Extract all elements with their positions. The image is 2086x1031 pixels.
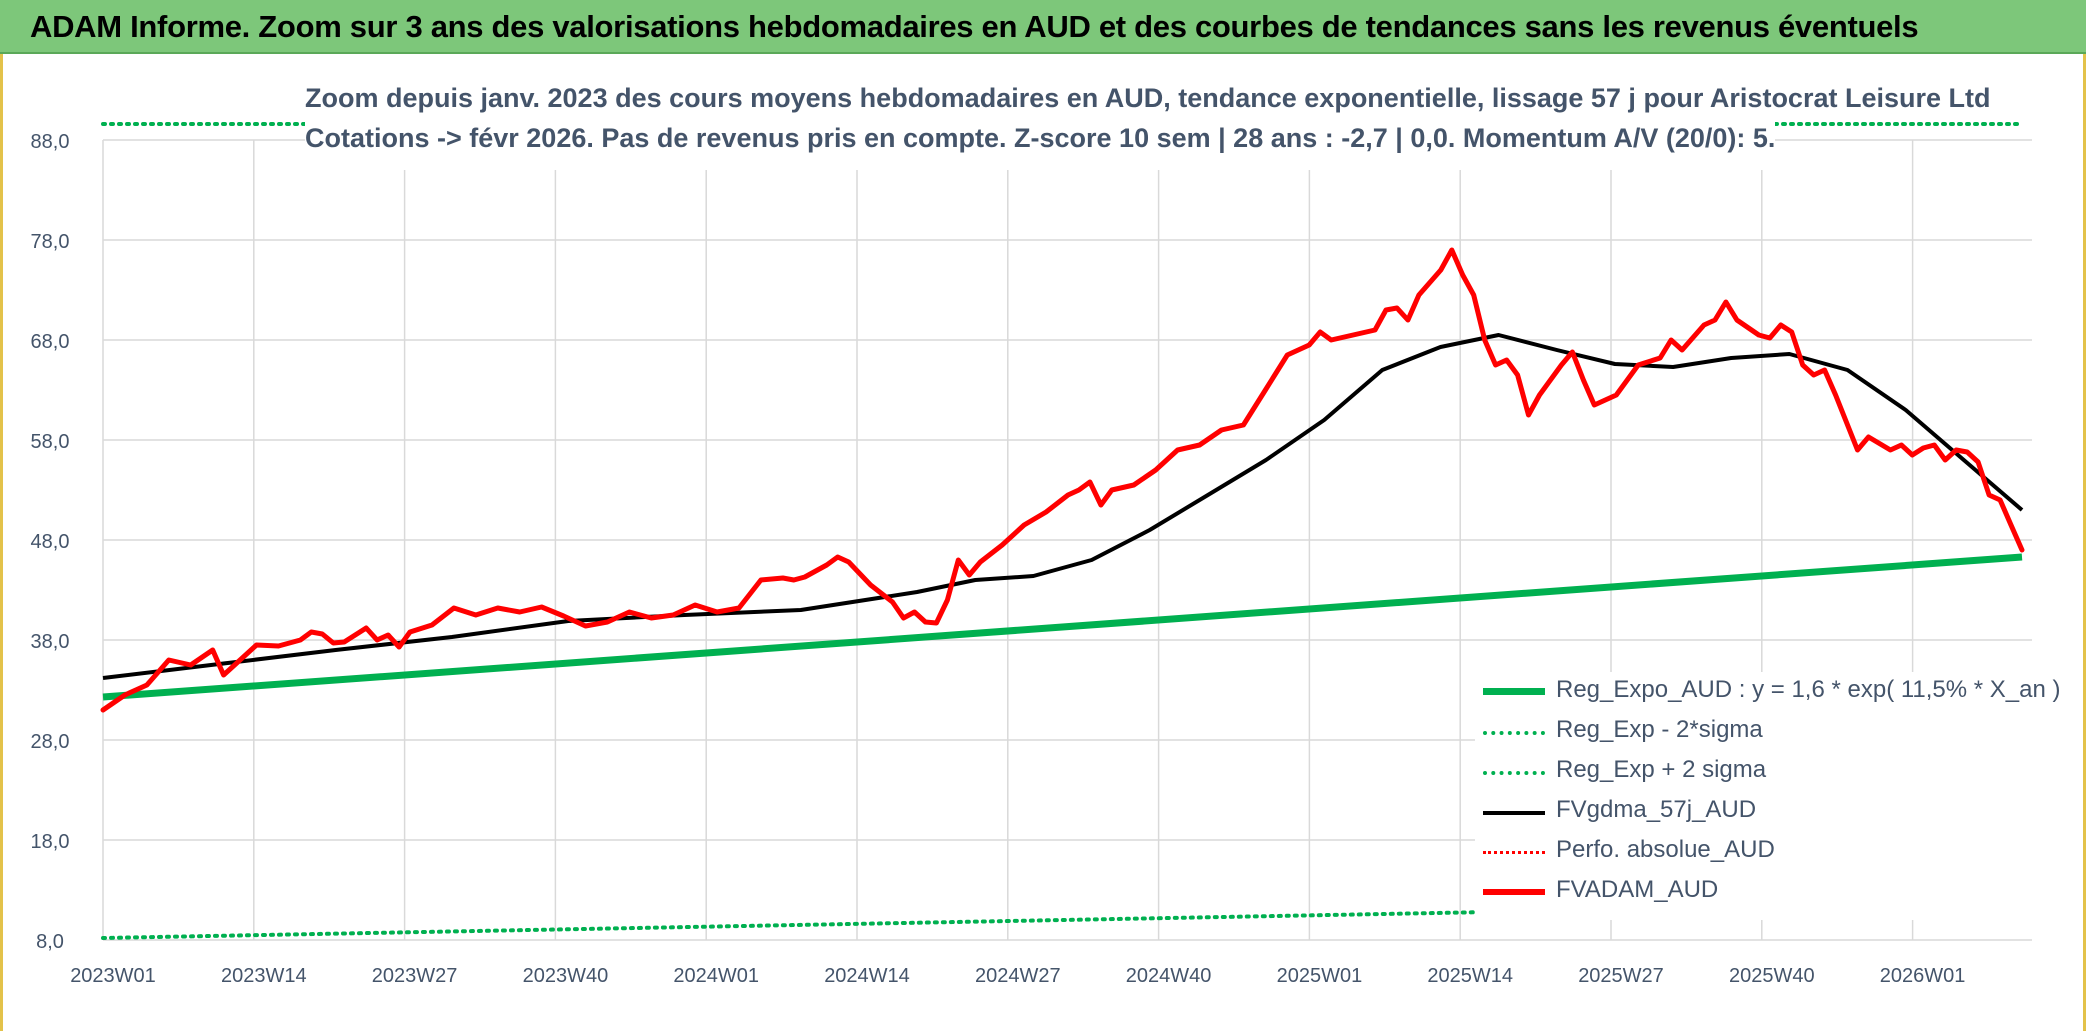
legend-label-perfo: Perfo. absolue_AUD	[1556, 836, 1775, 863]
x-tick-label: 2024W01	[673, 965, 759, 987]
legend-item-fvgdma: FVgdma_57j_AUD	[1483, 792, 2043, 832]
legend-swatch-fvadam	[1483, 889, 1545, 895]
legend-item-reg-expo: Reg_Expo_AUD : y = 1,6 * exp( 11,5% * X_…	[1483, 672, 2061, 712]
x-tick-label: 2023W40	[523, 965, 609, 987]
x-tick-label: 2026W01	[1880, 965, 1966, 987]
legend-label-fvgdma: FVgdma_57j_AUD	[1556, 796, 1757, 823]
x-tick-label: 2025W40	[1729, 965, 1815, 987]
report-banner: ADAM Informe. Zoom sur 3 ans des valoris…	[0, 0, 2086, 54]
y-tick-label: 58,0	[31, 431, 70, 453]
legend-label-fvadam: FVADAM_AUD	[1556, 876, 1719, 903]
x-tick-label: 2024W14	[824, 965, 910, 987]
legend-label-reg-expo: Reg_Expo_AUD : y = 1,6 * exp( 11,5% * X_…	[1556, 676, 2061, 703]
legend-item-perfo: Perfo. absolue_AUD	[1483, 832, 2043, 872]
x-tick-label: 2023W01	[70, 965, 156, 987]
y-tick-label: 48,0	[31, 531, 70, 553]
x-tick-label: 2024W40	[1126, 965, 1212, 987]
legend-item-sigma-plus: Reg_Exp + 2 sigma	[1483, 752, 2043, 792]
legend-item-sigma-minus: Reg_Exp - 2*sigma	[1483, 712, 2043, 752]
series-fvadam	[100, 247, 2025, 713]
y-tick-label: 78,0	[31, 231, 70, 253]
chart-legend: Reg_Expo_AUD : y = 1,6 * exp( 11,5% * X_…	[1475, 672, 2061, 920]
x-tick-label: 2025W27	[1578, 965, 1664, 987]
y-tick-label: 88,0	[31, 131, 70, 153]
y-tick-label: 18,0	[31, 831, 70, 853]
legend-swatch-reg-expo	[1483, 688, 1545, 695]
series-fvgdma	[102, 333, 2024, 680]
legend-item-fvadam: FVADAM_AUD	[1483, 872, 2043, 912]
x-tick-label: 2025W01	[1277, 965, 1363, 987]
y-tick-label: 38,0	[31, 631, 70, 653]
x-tick-label: 2024W27	[975, 965, 1061, 987]
y-tick-label: 8,0	[36, 931, 64, 953]
legend-label-sigma-minus: Reg_Exp - 2*sigma	[1556, 716, 1763, 743]
x-tick-label: 2025W14	[1427, 965, 1513, 987]
x-tick-label: 2023W14	[221, 965, 307, 987]
series-reg-expo	[102, 553, 2023, 701]
chart-title-box: Zoom depuis janv. 2023 des cours moyens …	[305, 78, 1991, 170]
chart-title-line-1: Zoom depuis janv. 2023 des cours moyens …	[305, 83, 1991, 113]
legend-swatch-sigma-plus	[1483, 771, 1545, 775]
y-tick-label: 68,0	[31, 331, 70, 353]
chart-title-line-2: Cotations -> févr 2026. Pas de revenus p…	[305, 123, 1776, 153]
y-tick-label: 28,0	[31, 731, 70, 753]
legend-swatch-sigma-minus	[1483, 731, 1545, 735]
legend-swatch-fvgdma	[1483, 811, 1545, 815]
legend-swatch-perfo	[1483, 851, 1545, 854]
legend-label-sigma-plus: Reg_Exp + 2 sigma	[1556, 756, 1767, 783]
chart-frame	[0, 54, 2086, 1031]
x-tick-label: 2023W27	[372, 965, 458, 987]
report-title: ADAM Informe. Zoom sur 3 ans des valoris…	[30, 9, 1919, 44]
